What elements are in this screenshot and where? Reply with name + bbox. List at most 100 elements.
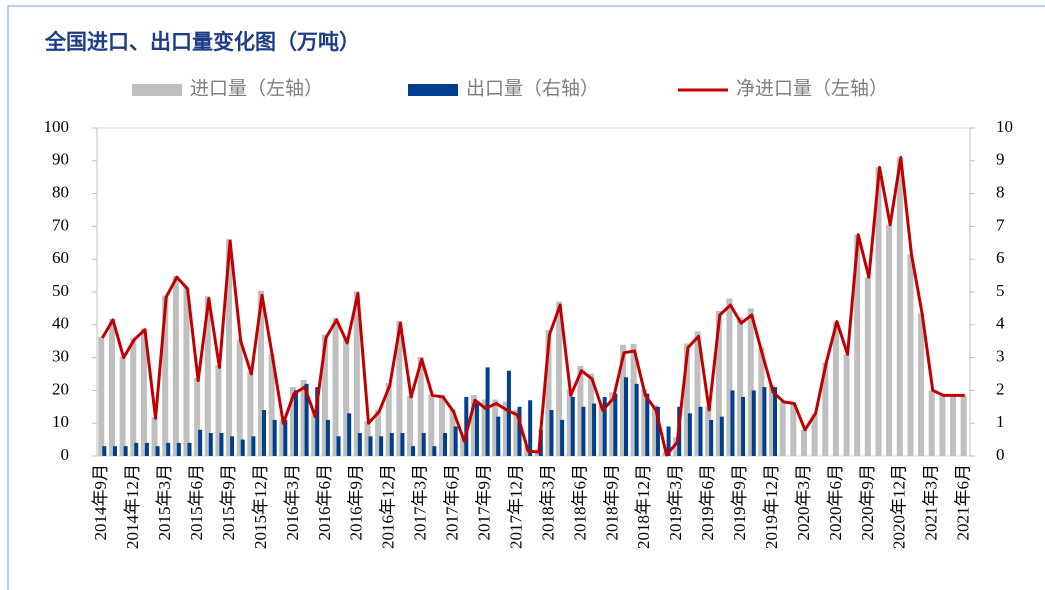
y-tick-label: 20 (52, 379, 69, 398)
y-tick-label: 50 (52, 281, 69, 300)
x-tick-label: 2018年12月 (634, 464, 653, 549)
bar (822, 362, 829, 456)
y-tick-label: 70 (52, 215, 69, 234)
bar (321, 334, 328, 456)
frame (7, 5, 1045, 590)
bar (474, 403, 479, 456)
bar (219, 433, 224, 456)
bar (864, 277, 871, 456)
bar (609, 392, 616, 456)
bar (528, 400, 533, 456)
y2-tick-label: 3 (996, 347, 1005, 366)
bar (166, 442, 171, 456)
bar (385, 383, 392, 456)
x-tick-label: 2019年9月 (730, 464, 749, 541)
line (101, 156, 965, 457)
bar (130, 338, 137, 456)
bar (262, 410, 267, 456)
bar (300, 379, 307, 456)
legend-swatch (132, 84, 182, 96)
bar (183, 287, 190, 456)
bar (875, 167, 882, 457)
bar (411, 446, 416, 456)
bar (673, 437, 680, 456)
bar (389, 433, 394, 456)
bar (741, 396, 746, 456)
bar (293, 390, 298, 456)
bar (613, 393, 618, 456)
bar (283, 419, 288, 456)
x-tick-label: 2016年9月 (347, 464, 366, 541)
bar (737, 317, 744, 456)
y-tick-label: 80 (52, 183, 69, 202)
bar (226, 239, 233, 456)
bar (357, 433, 362, 456)
bar (236, 339, 243, 456)
bar (726, 298, 733, 456)
y2-tick-label: 10 (996, 117, 1013, 136)
bar (379, 436, 384, 456)
x-tick-label: 2021年6月 (954, 464, 973, 541)
bar (343, 338, 350, 456)
x-tick-label: 2014年12月 (123, 464, 142, 549)
x-tick-label: 2020年3月 (794, 464, 813, 541)
y-tick-label: 0 (61, 445, 70, 464)
bar (645, 393, 650, 456)
bar (198, 429, 203, 456)
bar (470, 394, 477, 456)
x-tick-label: 2021年3月 (922, 464, 941, 541)
bar (119, 356, 126, 456)
bar (240, 439, 245, 456)
bar (566, 389, 573, 456)
bar (315, 387, 320, 456)
bar (464, 396, 469, 456)
bar (230, 436, 235, 456)
bar (98, 336, 105, 456)
bar (506, 370, 511, 456)
bar (705, 406, 712, 456)
x-tick-label: 2015年9月 (219, 464, 238, 541)
bar (843, 354, 850, 456)
bar (928, 390, 935, 456)
x-tick-label: 2014年9月 (91, 464, 110, 541)
bar (272, 419, 277, 456)
bar (598, 404, 605, 456)
y-tick-label: 60 (52, 248, 69, 267)
bar (485, 367, 490, 456)
bar (939, 395, 946, 456)
bar (592, 403, 597, 456)
x-tick-label: 2017年9月 (474, 464, 493, 541)
x-tick-label: 2020年6月 (826, 464, 845, 541)
chart-title: 全国进口、出口量变化图（万吨） (44, 30, 360, 54)
bar (773, 387, 778, 456)
y2-tick-label: 0 (996, 445, 1005, 464)
x-tick-label: 2018年3月 (538, 464, 557, 541)
bar (144, 442, 149, 456)
legend-label: 出口量（右轴） (466, 77, 599, 99)
bar (623, 377, 628, 456)
bar (513, 410, 520, 456)
bar (779, 401, 786, 456)
legend-label: 进口量（左轴） (190, 77, 323, 99)
y2-tick-label: 9 (996, 150, 1005, 169)
bar (155, 446, 160, 456)
y2-tick-label: 7 (996, 215, 1005, 234)
bar (325, 419, 330, 456)
bar (187, 442, 192, 456)
bar (453, 426, 458, 456)
bar (581, 406, 586, 456)
y2-tick-label: 1 (996, 412, 1005, 431)
x-tick-label: 2016年6月 (315, 464, 334, 541)
bar (151, 417, 158, 456)
bar (918, 313, 925, 456)
bar (577, 365, 584, 456)
bar (123, 446, 128, 456)
x-tick-label: 2019年6月 (698, 464, 717, 541)
bar (428, 394, 435, 456)
bar (886, 224, 893, 456)
y-tick-label: 10 (52, 412, 69, 431)
y-tick-label: 90 (52, 150, 69, 169)
bar (800, 429, 807, 456)
y2-tick-label: 6 (996, 248, 1005, 267)
